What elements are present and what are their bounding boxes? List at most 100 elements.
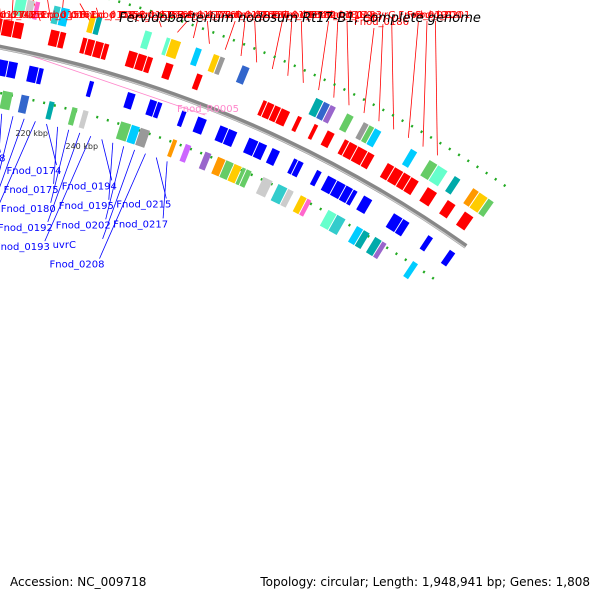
forward-category-block (57, 7, 70, 27)
kbp-ticks: 100 kbp120 kbp140 kbp160 kbp180 kbp200 k… (15, 129, 98, 151)
forward-leader-line (110, 12, 114, 22)
forward-gene-label: Fnod_0201 (415, 10, 470, 21)
reverse-category-block (280, 188, 294, 208)
forward-gene (268, 105, 281, 123)
kbp-tick-label: 220 kbp (15, 129, 48, 138)
forward-category-block (478, 198, 494, 217)
reverse-category-block (135, 127, 151, 148)
forward-gene (91, 40, 104, 59)
forward-leader-line (271, 20, 283, 70)
forward-gene (307, 123, 319, 140)
forward-gene (291, 115, 303, 133)
forward-gene-label: Fnod_0154 (80, 10, 135, 21)
reverse-gene (287, 158, 298, 175)
forward-gene (100, 43, 110, 61)
reverse-leader-line (99, 153, 146, 259)
forward-gene (386, 167, 404, 186)
reverse-gene (85, 80, 95, 98)
forward-leader-line (435, 20, 438, 156)
label-leader-lines (0, 0, 438, 259)
reverse-leader-line (162, 161, 168, 219)
reverse-gene (35, 67, 44, 85)
forward-gene (439, 200, 456, 219)
forward-gene (419, 187, 438, 207)
reverse-gene (252, 141, 268, 161)
forward-gene-label: pnk (70, 10, 89, 21)
reverse-category-block (17, 94, 30, 114)
forward-category-block (207, 54, 220, 73)
forward-category-block (428, 165, 448, 187)
forward-category-block (140, 30, 153, 50)
forward-category-block (86, 14, 97, 34)
reverse-gene (145, 99, 158, 117)
genome-rings (0, 0, 509, 285)
forward-gene-label: Fnod_0157 (129, 10, 184, 21)
forward-category-block (92, 16, 103, 36)
reverse-leader-line (102, 149, 135, 240)
reverse-gene (329, 180, 346, 200)
forward-category-block (469, 192, 488, 213)
reverse-category-block (198, 151, 212, 171)
forward-gene-label: Fnod_0156 (31, 10, 86, 21)
forward-category-block (322, 105, 336, 124)
forward-gene-label: Fnod_0200 (407, 10, 462, 21)
reverse-category-block (167, 139, 178, 158)
forward-gene (379, 162, 395, 181)
forward-gene-label: Fnod_0182 (281, 10, 336, 21)
reverse-category-block (255, 176, 273, 198)
reverse-leader-line (105, 146, 125, 220)
reverse-category-block (270, 184, 288, 205)
forward-leader-line (158, 20, 162, 28)
reverse-category-block (115, 121, 132, 142)
forward-gene (403, 177, 419, 196)
reverse-category-block (211, 156, 226, 177)
forward-leader-line (391, 20, 395, 130)
reverse-gene (26, 65, 39, 84)
forward-gene (191, 73, 203, 91)
reverse-gene-label: Fnod_0217 (113, 219, 168, 230)
forward-gene (455, 211, 474, 231)
forward-leader-line (177, 20, 188, 33)
rna-leader-line (0, 44, 206, 116)
reverse-gene-label: Fnod_0202 (56, 220, 111, 231)
forward-gene (143, 56, 154, 74)
reverse-gene-label: uvrC (53, 240, 76, 251)
forward-gene (0, 19, 15, 38)
forward-gene (257, 100, 268, 117)
reverse-category-block (67, 107, 78, 126)
forward-category-block (24, 0, 35, 19)
forward-gene (342, 141, 358, 161)
forward-leader-line (207, 20, 210, 44)
forward-gene-label: Fnod_0166 (225, 10, 280, 21)
reverse-leader-line (0, 116, 14, 171)
forward-leader-line (0, 7, 2, 22)
reverse-gene-label: Fnod_0192 (0, 223, 53, 234)
genome-backbone (0, 44, 468, 249)
forward-gene (320, 130, 335, 149)
forward-category-block (355, 122, 369, 141)
forward-category-block (32, 1, 41, 20)
reverse-gene (309, 169, 322, 187)
reverse-category-block (219, 160, 234, 180)
reverse-leader-line (53, 126, 58, 184)
forward-leader-line (254, 20, 258, 63)
forward-category-block (338, 113, 354, 133)
forward-gene-label: Fnod_0183 (327, 10, 382, 21)
forward-gene-label: Fnod_0184 (272, 10, 327, 21)
forward-leader-line (378, 24, 384, 122)
forward-leader-line (287, 20, 293, 76)
reverse-category-block (403, 261, 419, 280)
reverse-leader-line (101, 139, 113, 181)
forward-leader-line (300, 20, 304, 83)
forward-category-block (308, 97, 324, 118)
forward-leader-line (422, 20, 428, 147)
forward-gene (57, 31, 67, 49)
forward-category-block (420, 160, 438, 181)
reverse-gene (0, 59, 9, 77)
reverse-gene (265, 148, 280, 166)
guide-ring (108, 0, 509, 189)
gene-labels: Fnod_0071Fnod_0070Fnod_0069Fnod_0078Fnod… (0, 10, 470, 271)
reverse-category-block (373, 241, 387, 260)
forward-gene-label: Fnod_0160 (187, 10, 242, 21)
